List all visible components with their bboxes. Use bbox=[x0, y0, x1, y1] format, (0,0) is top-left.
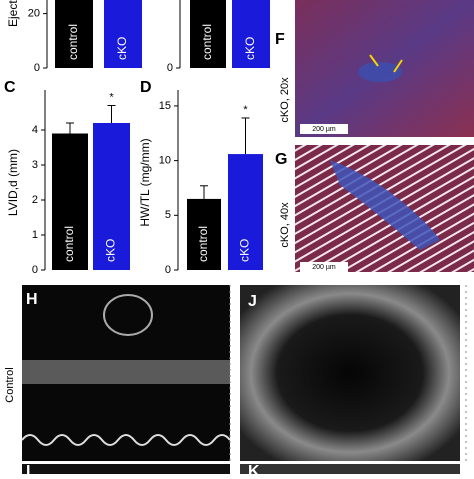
panel-label: D bbox=[140, 79, 152, 96]
category-label: cKO bbox=[238, 239, 252, 262]
bar bbox=[93, 123, 130, 270]
category-label: cKO bbox=[243, 37, 257, 60]
bar bbox=[232, 0, 270, 68]
panel-label: C bbox=[4, 79, 16, 96]
panel-label: G bbox=[275, 151, 287, 168]
y-tick-label: 20 bbox=[28, 8, 40, 20]
echo-trace bbox=[21, 434, 231, 446]
fibrosis-region bbox=[358, 62, 402, 82]
y-tick-label: 1 bbox=[32, 229, 38, 241]
y-axis-label: Ejectio bbox=[6, 0, 20, 27]
echo-image bbox=[240, 464, 460, 474]
y-tick-label: 0 bbox=[32, 264, 38, 276]
y-axis-label: LVID,d (mm) bbox=[6, 149, 20, 216]
y-tick-label: 3 bbox=[32, 159, 38, 171]
image-label: Control bbox=[4, 367, 16, 402]
category-label: control bbox=[66, 24, 80, 60]
bar bbox=[228, 154, 263, 270]
category-label: cKO bbox=[115, 37, 129, 60]
arrow bbox=[393, 59, 403, 73]
panel-label: K bbox=[248, 463, 260, 474]
category-label: cKO bbox=[104, 239, 118, 262]
scale-bar bbox=[300, 262, 348, 272]
y-tick-label: 0 bbox=[167, 62, 173, 74]
y-tick-label: 15 bbox=[159, 100, 171, 112]
y-tick-label: 5 bbox=[165, 209, 171, 221]
echo-image bbox=[22, 464, 230, 474]
y-tick-label: 10 bbox=[159, 155, 171, 167]
scale-bar bbox=[300, 124, 348, 134]
image-label: cKO, 20x bbox=[279, 77, 291, 123]
panel-label: I bbox=[26, 463, 30, 474]
category-label: control bbox=[62, 226, 76, 262]
panel-label: F bbox=[275, 31, 285, 48]
echo-band bbox=[22, 360, 230, 384]
y-tick-label: 0 bbox=[34, 62, 40, 74]
bar bbox=[104, 0, 142, 68]
fibrosis-region bbox=[330, 160, 440, 250]
image-label: cKO, 40x bbox=[279, 202, 291, 248]
bar bbox=[55, 0, 93, 68]
bar bbox=[190, 0, 226, 68]
y-axis-label: HW/TL (mg/mm) bbox=[138, 138, 152, 226]
panel-label: H bbox=[26, 291, 38, 308]
category-label: control bbox=[200, 24, 214, 60]
y-tick-label: 4 bbox=[32, 124, 38, 136]
bar bbox=[187, 198, 221, 270]
echo-image bbox=[240, 285, 460, 461]
y-tick-label: 0 bbox=[165, 264, 171, 276]
bar bbox=[52, 133, 88, 270]
scale-label: 200 µm bbox=[312, 264, 336, 271]
category-label: control bbox=[196, 226, 210, 262]
y-tick-label: 2 bbox=[32, 194, 38, 206]
echo-heart bbox=[103, 294, 153, 336]
significance: * bbox=[109, 91, 114, 103]
scale-label: 200 µm bbox=[312, 126, 336, 133]
arrow bbox=[369, 54, 379, 67]
significance: * bbox=[243, 104, 248, 116]
panel-label: J bbox=[248, 293, 257, 310]
